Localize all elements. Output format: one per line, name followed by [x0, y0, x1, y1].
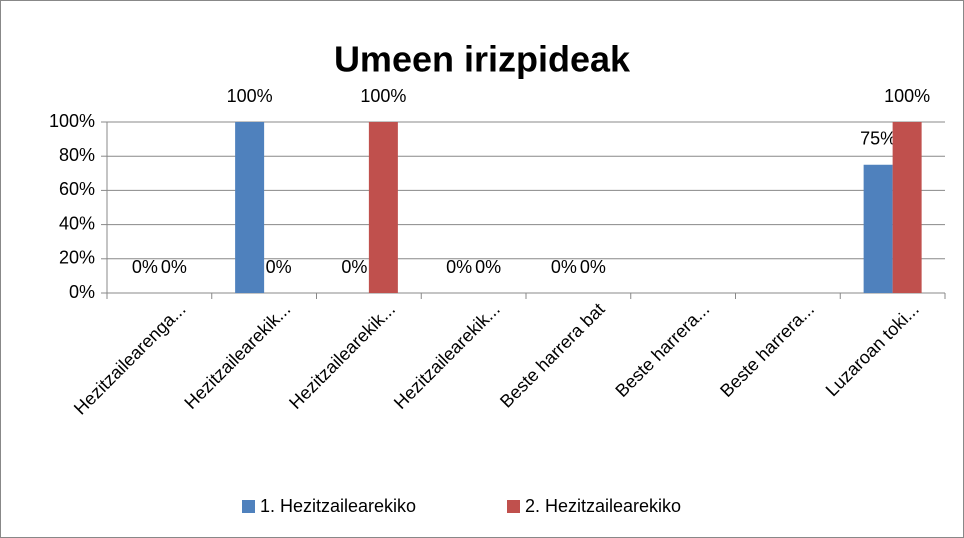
bar: [235, 122, 265, 293]
data-label: 0%: [266, 257, 292, 277]
y-tick-label: 80%: [59, 145, 95, 165]
y-tick-label: 40%: [59, 213, 95, 233]
bar: [892, 122, 922, 293]
data-label: 0%: [161, 257, 187, 277]
y-tick-label: 60%: [59, 179, 95, 199]
data-label: 0%: [551, 257, 577, 277]
legend-label: 2. Hezitzailearekiko: [525, 496, 681, 516]
legend-swatch: [242, 500, 255, 513]
data-label: 75%: [860, 129, 896, 149]
data-label: 0%: [341, 257, 367, 277]
data-label: 0%: [475, 257, 501, 277]
legend-label: 1. Hezitzailearekiko: [260, 496, 416, 516]
bar: [368, 122, 398, 293]
y-tick-label: 20%: [59, 248, 95, 268]
data-label: 100%: [884, 86, 930, 106]
legend-swatch: [507, 500, 520, 513]
data-label: 0%: [580, 257, 606, 277]
data-label: 0%: [446, 257, 472, 277]
data-label: 100%: [227, 86, 273, 106]
y-tick-label: 100%: [49, 111, 95, 131]
chart-title: Umeen irizpideak: [334, 39, 631, 80]
data-label: 0%: [132, 257, 158, 277]
bar: [863, 164, 893, 293]
y-tick-label: 0%: [69, 282, 95, 302]
data-label: 100%: [360, 86, 406, 106]
